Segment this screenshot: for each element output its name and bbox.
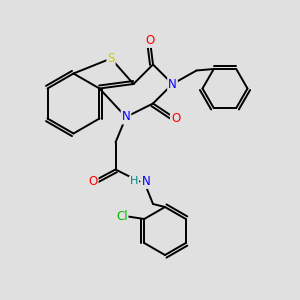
Text: O: O (171, 112, 180, 125)
Text: Cl: Cl (116, 209, 127, 223)
Text: N: N (122, 110, 130, 124)
Text: O: O (146, 34, 154, 47)
Text: O: O (88, 175, 98, 188)
Text: S: S (107, 52, 115, 65)
Text: H: H (130, 176, 138, 187)
Text: N: N (142, 175, 151, 188)
Text: N: N (168, 77, 177, 91)
